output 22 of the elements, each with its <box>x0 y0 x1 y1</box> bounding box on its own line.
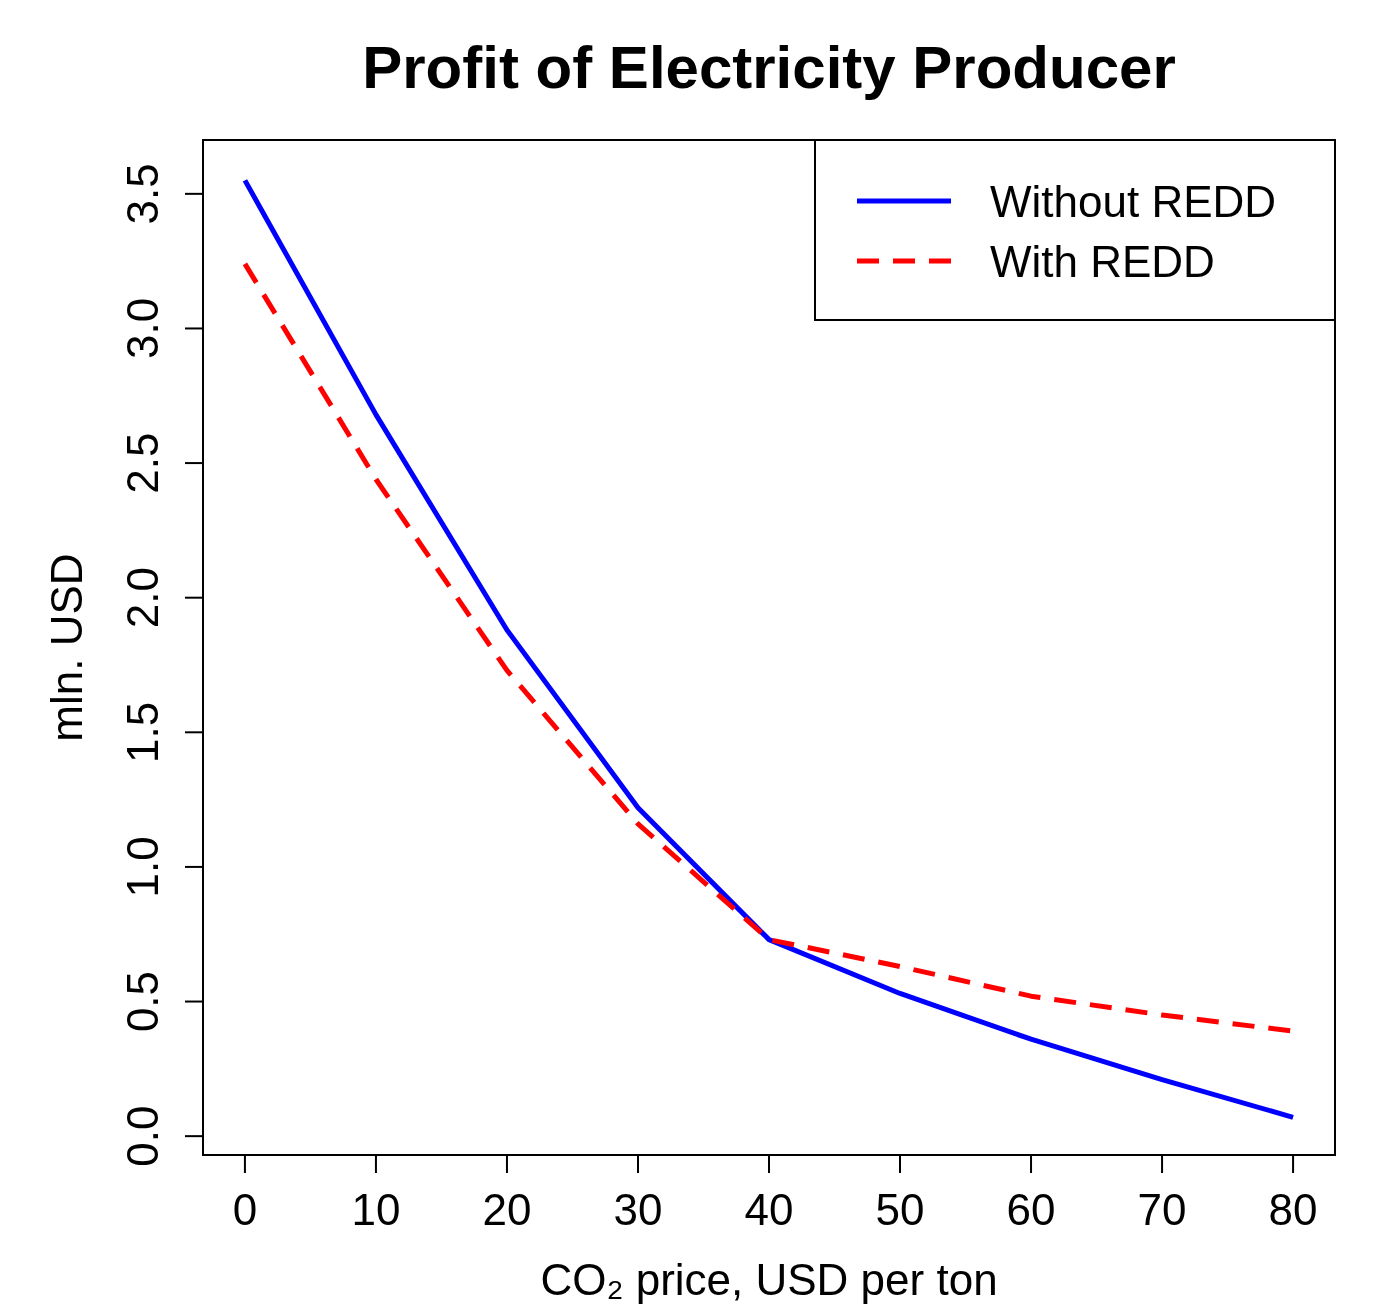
x-tick-label: 80 <box>1268 1185 1318 1234</box>
x-axis-title: CO₂ price, USD per ton <box>540 1255 998 1304</box>
x-tick-label: 40 <box>744 1185 794 1234</box>
y-tick-label: 1.0 <box>118 836 167 898</box>
x-tick-label: 60 <box>1006 1185 1056 1234</box>
x-tick-label: 30 <box>613 1185 663 1234</box>
y-tick-label: 3.5 <box>118 163 167 225</box>
legend-label: With REDD <box>990 237 1215 286</box>
y-tick-label: 2.5 <box>118 432 167 494</box>
chart-title: Profit of Electricity Producer <box>362 34 1176 101</box>
y-axis-title: mln. USD <box>42 553 91 742</box>
legend-label: Without REDD <box>990 177 1277 226</box>
y-tick-label: 3.0 <box>118 297 167 360</box>
y-tick-label: 0.5 <box>118 970 167 1033</box>
x-tick-label: 70 <box>1137 1185 1187 1234</box>
y-tick-label: 2.0 <box>118 567 167 629</box>
x-tick-label: 20 <box>482 1185 532 1234</box>
x-tick-label: 0 <box>232 1185 258 1234</box>
y-tick-label: 0.0 <box>118 1105 167 1167</box>
x-tick-label: 50 <box>875 1185 925 1234</box>
x-tick-label: 10 <box>351 1185 401 1234</box>
y-tick-label: 1.5 <box>118 701 167 763</box>
